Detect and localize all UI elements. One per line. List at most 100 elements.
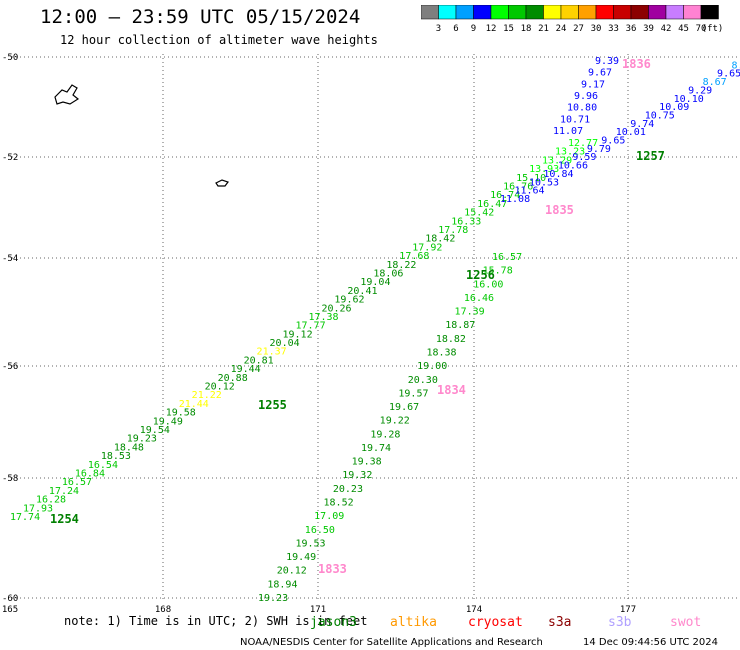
wave-height-value: 10.53 <box>529 177 559 188</box>
wave-height-value: 19.74 <box>361 443 391 454</box>
footer-credit: NOAA/NESDIS Center for Satellite Applica… <box>240 637 543 648</box>
satellite-legend-item: cryosat <box>468 615 523 630</box>
colorbar-swatch <box>613 5 632 20</box>
lon-label: 171 <box>310 605 326 615</box>
graticule <box>12 54 738 602</box>
wave-height-value: 21.37 <box>257 347 287 358</box>
lat-label: -50 <box>2 53 18 63</box>
wave-height-value: 10.71 <box>560 114 590 125</box>
wave-height-value: 18.82 <box>436 334 466 345</box>
colorbar-label: 24 <box>556 24 567 34</box>
colorbar-swatch <box>578 5 597 20</box>
footer-timestamp: 14 Dec 09:44:56 UTC 2024 <box>583 637 718 648</box>
wave-height-value: 17.09 <box>314 511 344 522</box>
wave-height-value: 11.07 <box>553 126 583 137</box>
colorbar-swatch <box>438 5 457 20</box>
wave-height-value: 10.09 <box>659 102 689 113</box>
wave-height-value: 21.22 <box>192 390 222 401</box>
wave-height-value: 17.68 <box>399 251 429 262</box>
wave-height-value: 19.49 <box>153 416 183 427</box>
wave-height-value: 19.62 <box>334 295 364 306</box>
colorbar-label: 18 <box>521 24 532 34</box>
pass-id-label: 1257 <box>636 149 665 163</box>
wave-height-value: 18.94 <box>267 579 297 590</box>
wave-height-value: 19.49 <box>286 552 316 563</box>
wave-height-value: 10.01 <box>616 127 646 138</box>
wave-height-value: 10.84 <box>543 169 573 180</box>
lon-label: 177 <box>620 605 636 615</box>
wave-height-value: 19.28 <box>370 429 400 440</box>
lon-label: 174 <box>466 605 482 615</box>
lat-label: -56 <box>2 362 18 372</box>
wave-height-value: 13.29 <box>542 155 572 166</box>
colorbar-swatch <box>508 5 527 20</box>
track-labels: 1254 1255 1256 1257 1833 1834 1835 1836 <box>50 57 665 576</box>
wave-height-value: 19.22 <box>380 416 410 427</box>
colorbar-label: 15 <box>503 24 514 34</box>
satellite-legend-item: altika <box>390 615 437 630</box>
tracks-layer: 17.7417.9316.2817.2416.5716.8416.5418.53… <box>10 56 740 604</box>
colorbar-label: 21 <box>538 24 549 34</box>
wave-height-value: 19.53 <box>295 538 325 549</box>
wave-height-value: 17.39 <box>455 307 485 318</box>
lat-label: -58 <box>2 474 18 484</box>
wave-height-value: 17.92 <box>412 242 442 253</box>
pass-id-label: 1833 <box>318 562 347 576</box>
colorbar-swatch <box>455 5 474 20</box>
wave-height-value: 16.57 <box>62 477 92 488</box>
lon-label: 165 <box>2 605 18 615</box>
wave-height-value: 19.23 <box>258 593 288 604</box>
wave-height-value: 18.53 <box>101 451 131 462</box>
wave-height-value: 15.42 <box>464 208 494 219</box>
wave-height-value: 16.76 <box>503 181 533 192</box>
colorbar-label: 45 <box>678 24 689 34</box>
satellite-legend: jason3 altika cryosat s3a s3b swot <box>310 615 701 630</box>
colorbar-label: 3 <box>436 24 441 34</box>
wave-height-value: 19.04 <box>360 277 390 288</box>
wave-height-value: 16.33 <box>451 216 481 227</box>
wave-height-value: 17.74 <box>10 512 40 523</box>
wave-height-value: 10.75 <box>645 110 675 121</box>
wave-height-value: 16.54 <box>88 460 118 471</box>
lon-labels: 165 168 171 174 177 <box>2 605 636 615</box>
wave-height-value: 16.74 <box>490 190 520 201</box>
wave-height-value: 18.52 <box>324 498 354 509</box>
wave-height-value: 11.08 <box>500 194 530 205</box>
colorbar-label: 33 <box>608 24 619 34</box>
wave-height-value: 9.39 <box>595 56 619 67</box>
colorbar-label: 30 <box>591 24 602 34</box>
wave-height-value: 20.41 <box>347 286 377 297</box>
satellite-legend-item: s3a <box>548 615 571 630</box>
map-title: 12:00 – 23:59 UTC 05/15/2024 <box>40 6 361 28</box>
wave-height-value: 20.30 <box>408 375 438 386</box>
wave-height-value: 20.23 <box>333 484 363 495</box>
colorbar-label: 6 <box>453 24 458 34</box>
colorbar-label: 12 <box>486 24 497 34</box>
wave-height-value: 19.58 <box>166 408 196 419</box>
colorbar: 3 6 9 12 15 18 21 24 27 30 33 36 39 42 45 70(ft) <box>421 5 723 34</box>
wave-height-value: 19.23 <box>127 434 157 445</box>
wave-height-value: 8.67 <box>703 77 727 88</box>
wave-height-value: 19.32 <box>342 470 372 481</box>
wave-height-value: 16.84 <box>75 469 105 480</box>
wave-height-value: 9.96 <box>574 91 598 102</box>
wave-height-value: 13.93 <box>529 164 559 175</box>
colorbar-label: 39 <box>643 24 654 34</box>
wave-height-value: 19.57 <box>398 388 428 399</box>
wave-height-value: 9.74 <box>630 119 654 130</box>
colorbar-swatch <box>700 5 719 20</box>
pass-id-label: 1254 <box>50 512 79 526</box>
wave-height-value: 17.38 <box>308 312 338 323</box>
wave-height-value: 21.44 <box>179 399 209 410</box>
colorbar-label: 36 <box>626 24 637 34</box>
wave-height-value: 18.87 <box>445 320 475 331</box>
colorbar-label: 70 <box>696 24 707 34</box>
wave-height-value: 20.88 <box>218 373 248 384</box>
wave-height-value: 17.93 <box>23 503 53 514</box>
satellite-legend-item: swot <box>670 615 701 630</box>
wave-height-value: 17.24 <box>49 486 79 497</box>
colorbar-swatch <box>421 5 439 20</box>
wave-height-value: 20.12 <box>277 566 307 577</box>
wave-height-value: 8.70 <box>732 60 740 71</box>
